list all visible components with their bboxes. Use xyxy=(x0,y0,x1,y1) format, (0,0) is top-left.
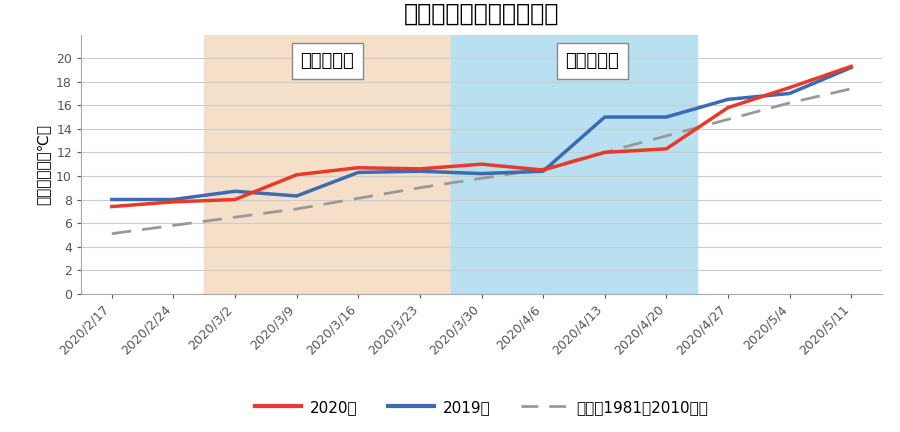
Bar xyxy=(451,35,698,294)
Text: ４月は低温: ４月は低温 xyxy=(565,52,619,70)
Legend: 2020年, 2019年, 平年（1981〜2010年）: 2020年, 2019年, 平年（1981〜2010年） xyxy=(248,394,715,421)
Text: ３月は高温: ３月は高温 xyxy=(301,52,355,70)
Y-axis label: 週平均気温（℃）: 週平均気温（℃） xyxy=(35,124,50,205)
Title: 全国の週平均気温の推移: 全国の週平均気温の推移 xyxy=(404,2,559,25)
Bar xyxy=(204,35,451,294)
